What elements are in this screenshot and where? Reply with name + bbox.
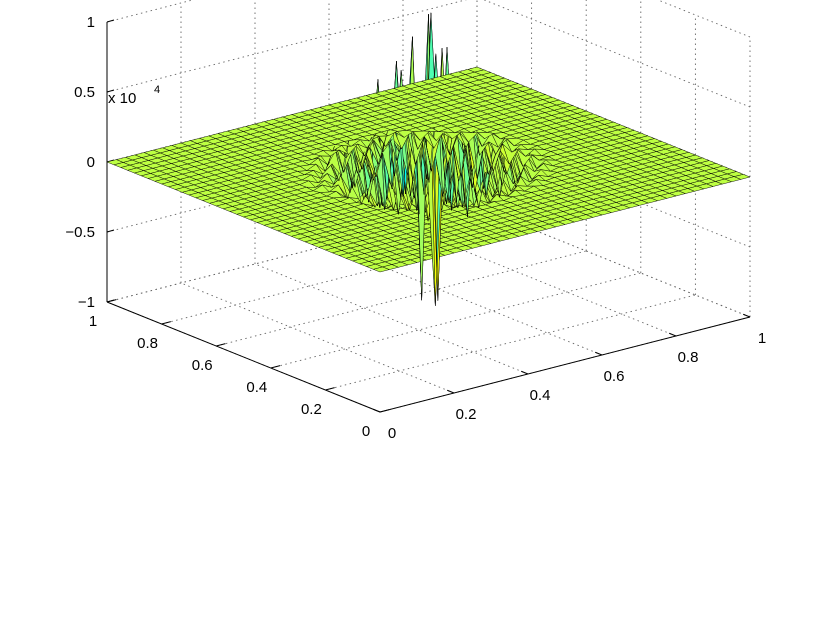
y-axis-line bbox=[106, 301, 381, 413]
y-tick-label: 0.6 bbox=[192, 357, 213, 374]
x-tick-mark bbox=[520, 370, 529, 375]
y-tick-label: 0.2 bbox=[301, 401, 322, 418]
z-tick-mark bbox=[106, 229, 115, 233]
z-tick-label: 0.5 bbox=[74, 84, 95, 101]
x-tick-mark bbox=[372, 408, 381, 413]
z-exponent-base: x 10 bbox=[108, 90, 136, 107]
y-tick-label: 0.4 bbox=[246, 379, 267, 396]
back-wall-grid-horizontal bbox=[106, 0, 468, 93]
back-wall-grid-horizontal bbox=[106, 206, 478, 303]
z-exponent-power: 4 bbox=[154, 84, 160, 96]
y-tick-label: 0 bbox=[362, 423, 370, 440]
z-tick-label: −1 bbox=[78, 294, 95, 311]
floor-grid-line-x bbox=[254, 263, 529, 375]
x-tick-mark bbox=[446, 389, 455, 394]
x-tick-mark bbox=[668, 332, 677, 337]
z-tick-label: 0 bbox=[87, 154, 95, 171]
x-tick-mark bbox=[742, 313, 751, 318]
x-axis-line bbox=[379, 316, 751, 413]
x-tick-label: 0.8 bbox=[678, 349, 699, 366]
y-tick-mark bbox=[325, 387, 335, 391]
floor-grid-line-y bbox=[325, 294, 696, 391]
z-tick-mark bbox=[106, 89, 115, 93]
floor-grid-line-x bbox=[180, 282, 455, 394]
x-tick-mark bbox=[594, 351, 603, 356]
y-tick-mark bbox=[161, 321, 171, 325]
surface-cell bbox=[106, 159, 124, 166]
tick-labels: 0 0.2 0.4 0.6 0.8 1 0 0.2 0.4 0.6 0.8 1 −1 −0.5 0 0.5 1 bbox=[65, 14, 766, 442]
y-tick-label: 1 bbox=[89, 313, 97, 330]
floor-grid-line-y bbox=[216, 250, 587, 347]
floor-grid-line-y bbox=[161, 228, 532, 325]
side-wall-grid-horizontal bbox=[483, 0, 751, 108]
y-tick-label: 0.8 bbox=[137, 335, 158, 352]
z-tick-label: −0.5 bbox=[65, 224, 95, 241]
x-tick-label: 0.4 bbox=[530, 387, 551, 404]
surface-mesh bbox=[106, 12, 751, 306]
z-exponent-label: x 10 4 bbox=[108, 84, 160, 107]
x-tick-label: 0.6 bbox=[604, 368, 625, 385]
x-tick-label: 1 bbox=[758, 330, 766, 347]
x-tick-label: 0 bbox=[388, 425, 396, 442]
y-tick-mark bbox=[379, 409, 390, 413]
z-tick-mark bbox=[106, 299, 115, 303]
floor-grid-line-y bbox=[270, 272, 641, 369]
y-tick-mark bbox=[270, 365, 281, 369]
y-tick-mark bbox=[216, 343, 226, 347]
z-tick-label: 1 bbox=[87, 14, 95, 31]
x-tick-label: 0.2 bbox=[456, 406, 477, 423]
z-tick-mark bbox=[106, 19, 115, 23]
